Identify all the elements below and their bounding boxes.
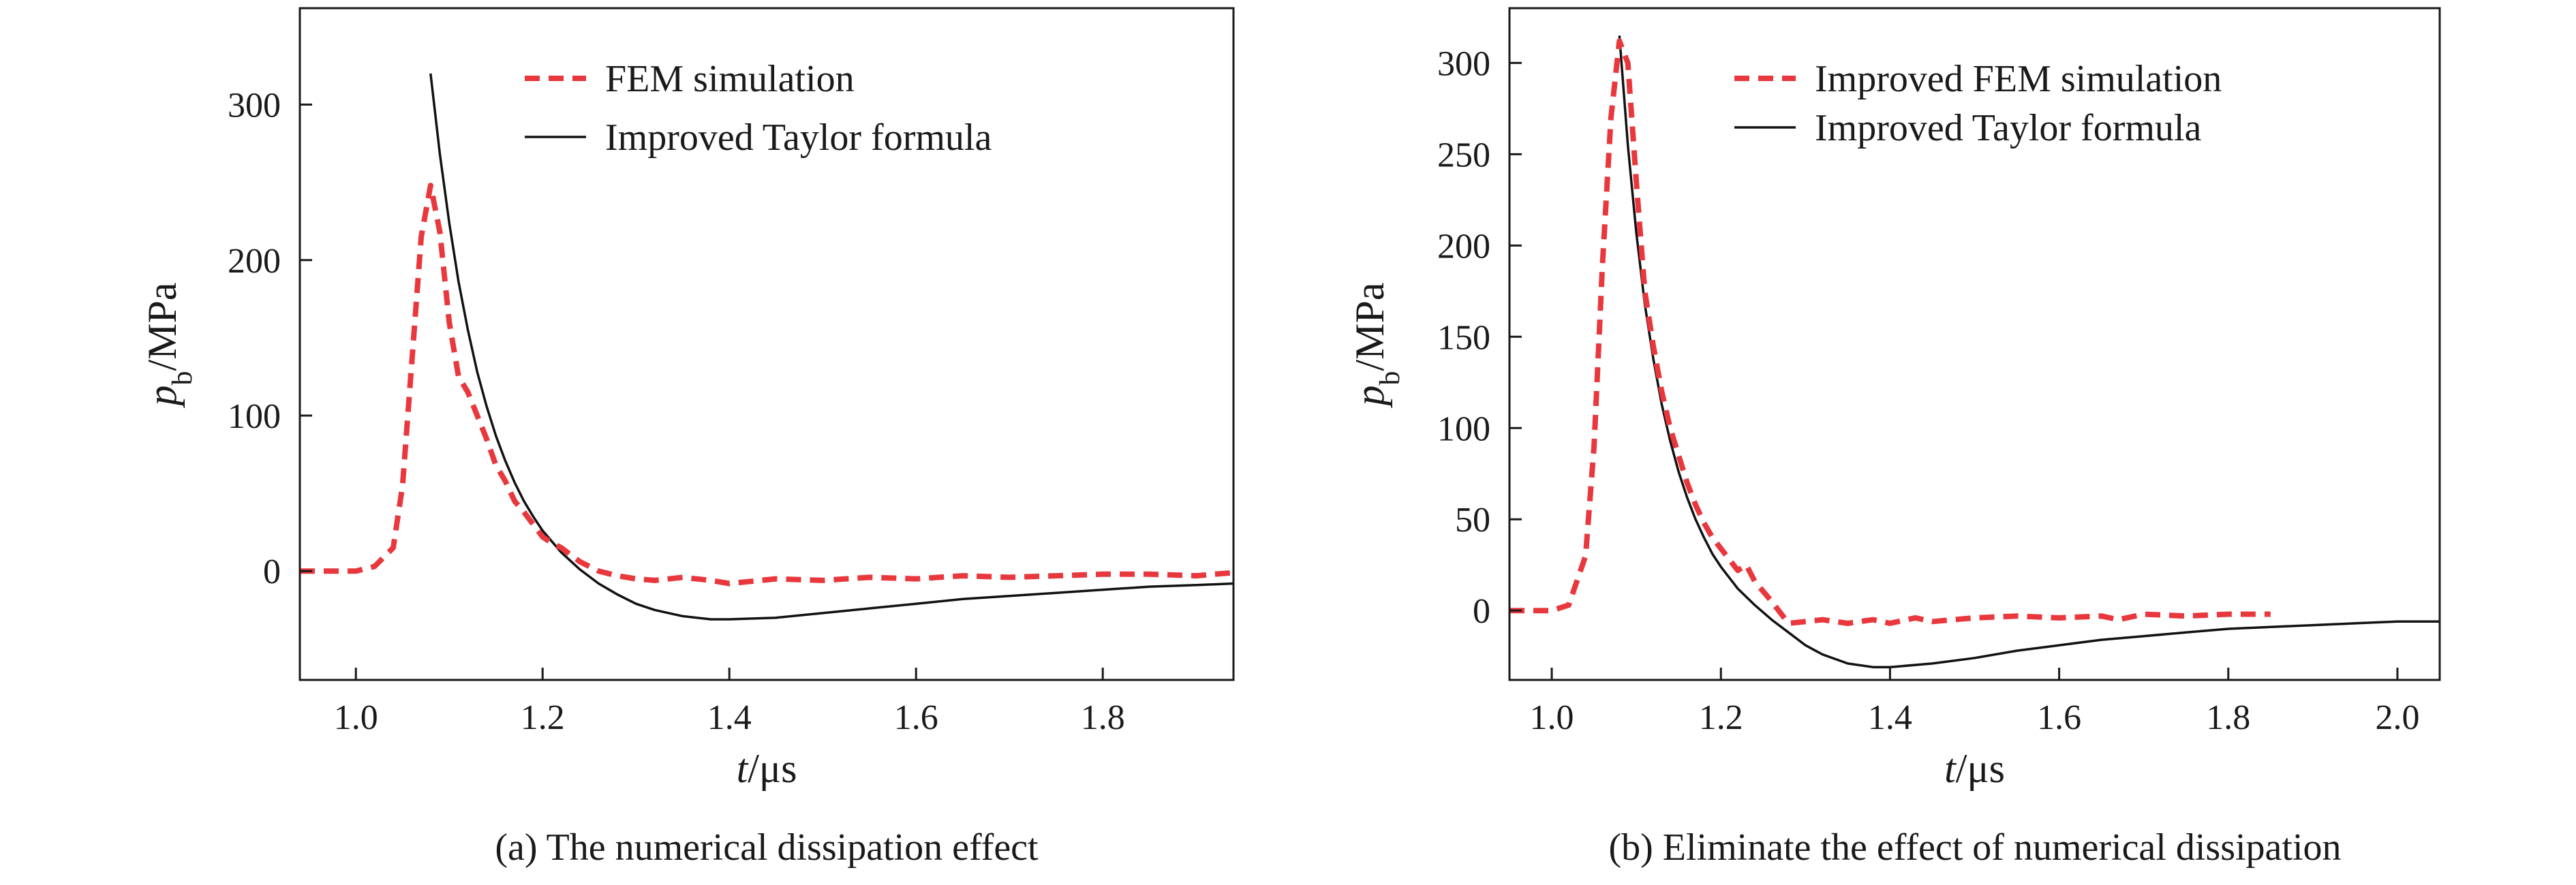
- x-axis-unit: /μs: [748, 746, 797, 791]
- y-tick-label: 50: [1455, 501, 1490, 540]
- plot-area: 1.0 1.2 1.4 1.6 1.8 2.0 0 50 100 150 200 250 300: [1437, 7, 2441, 737]
- x-tick-label: 1.8: [1081, 698, 1125, 737]
- y-tick-label: 100: [1437, 409, 1490, 448]
- y-axis-symbol: p: [1347, 386, 1392, 409]
- x-tick-label: 1.8: [2206, 698, 2250, 737]
- x-tick-label: 1.4: [707, 698, 752, 737]
- series-line-taylor: [1618, 35, 2440, 668]
- x-tick-label: 1.4: [1868, 698, 1912, 737]
- legend-label: Improved Taylor formula: [605, 117, 992, 159]
- chart-panel-a: 1.0 1.2 1.4 1.6 1.8 0 100 200 300 FEM simulation…: [140, 7, 1235, 869]
- x-tick-label: 1.2: [1699, 698, 1743, 737]
- y-axis-unit: /MPa: [140, 282, 185, 371]
- y-tick-label: 0: [263, 553, 281, 591]
- x-axis-unit: /μs: [1956, 746, 2005, 791]
- chart-caption: (b) Eliminate the effect of numerical di…: [1608, 826, 2341, 869]
- y-tick-label: 200: [1437, 227, 1490, 266]
- plot-area: 1.0 1.2 1.4 1.6 1.8 0 100 200 300: [228, 7, 1235, 737]
- y-tick-label: 100: [228, 397, 281, 436]
- y-axis-title: pb/MPa: [1347, 282, 1406, 408]
- chart-caption: (a) The numerical dissipation effect: [495, 826, 1039, 869]
- x-tick-label: 1.0: [1530, 698, 1574, 737]
- y-axis-subscript: b: [167, 371, 198, 386]
- plot-frame: [298, 7, 1235, 681]
- y-tick-label: 150: [1437, 318, 1490, 357]
- y-tick-label: 300: [1437, 44, 1490, 83]
- x-tick-label: 1.0: [334, 698, 378, 737]
- series-line-fem: [1509, 38, 2271, 626]
- y-tick-label: 300: [228, 87, 281, 125]
- y-tick-label: 0: [1473, 592, 1490, 631]
- x-axis-title: t/μs: [737, 746, 797, 791]
- y-axis-title: pb/MPa: [140, 282, 198, 408]
- y-tick-label: 200: [228, 242, 281, 281]
- legend: Improved FEM simulation Improved Taylor …: [1734, 58, 2222, 149]
- x-tick-label: 1.2: [521, 698, 565, 737]
- x-axis-symbol: t: [737, 746, 749, 791]
- legend: FEM simulation Improved Taylor formula: [525, 58, 992, 159]
- y-axis-symbol: p: [140, 386, 185, 409]
- x-tick-label: 1.6: [894, 698, 938, 737]
- y-axis-unit: /MPa: [1347, 282, 1392, 371]
- y-tick-label: 250: [1437, 136, 1490, 174]
- legend-label: Improved FEM simulation: [1815, 58, 2222, 100]
- x-tick-label: 1.6: [2037, 698, 2081, 737]
- plot-frame: [1508, 7, 2441, 681]
- chart-panel-b: 1.0 1.2 1.4 1.6 1.8 2.0 0 50 100 150 200 250 300 Imp…: [1347, 7, 2441, 869]
- legend-label: FEM simulation: [605, 58, 855, 100]
- legend-label: Improved Taylor formula: [1815, 107, 2201, 149]
- x-tick-label: 2.0: [2375, 698, 2419, 737]
- y-axis-subscript: b: [1375, 371, 1406, 386]
- x-axis-title: t/μs: [1944, 746, 2005, 791]
- series-line-taylor: [429, 73, 1233, 621]
- x-axis-symbol: t: [1944, 746, 1957, 791]
- series-line-fem: [300, 183, 1233, 587]
